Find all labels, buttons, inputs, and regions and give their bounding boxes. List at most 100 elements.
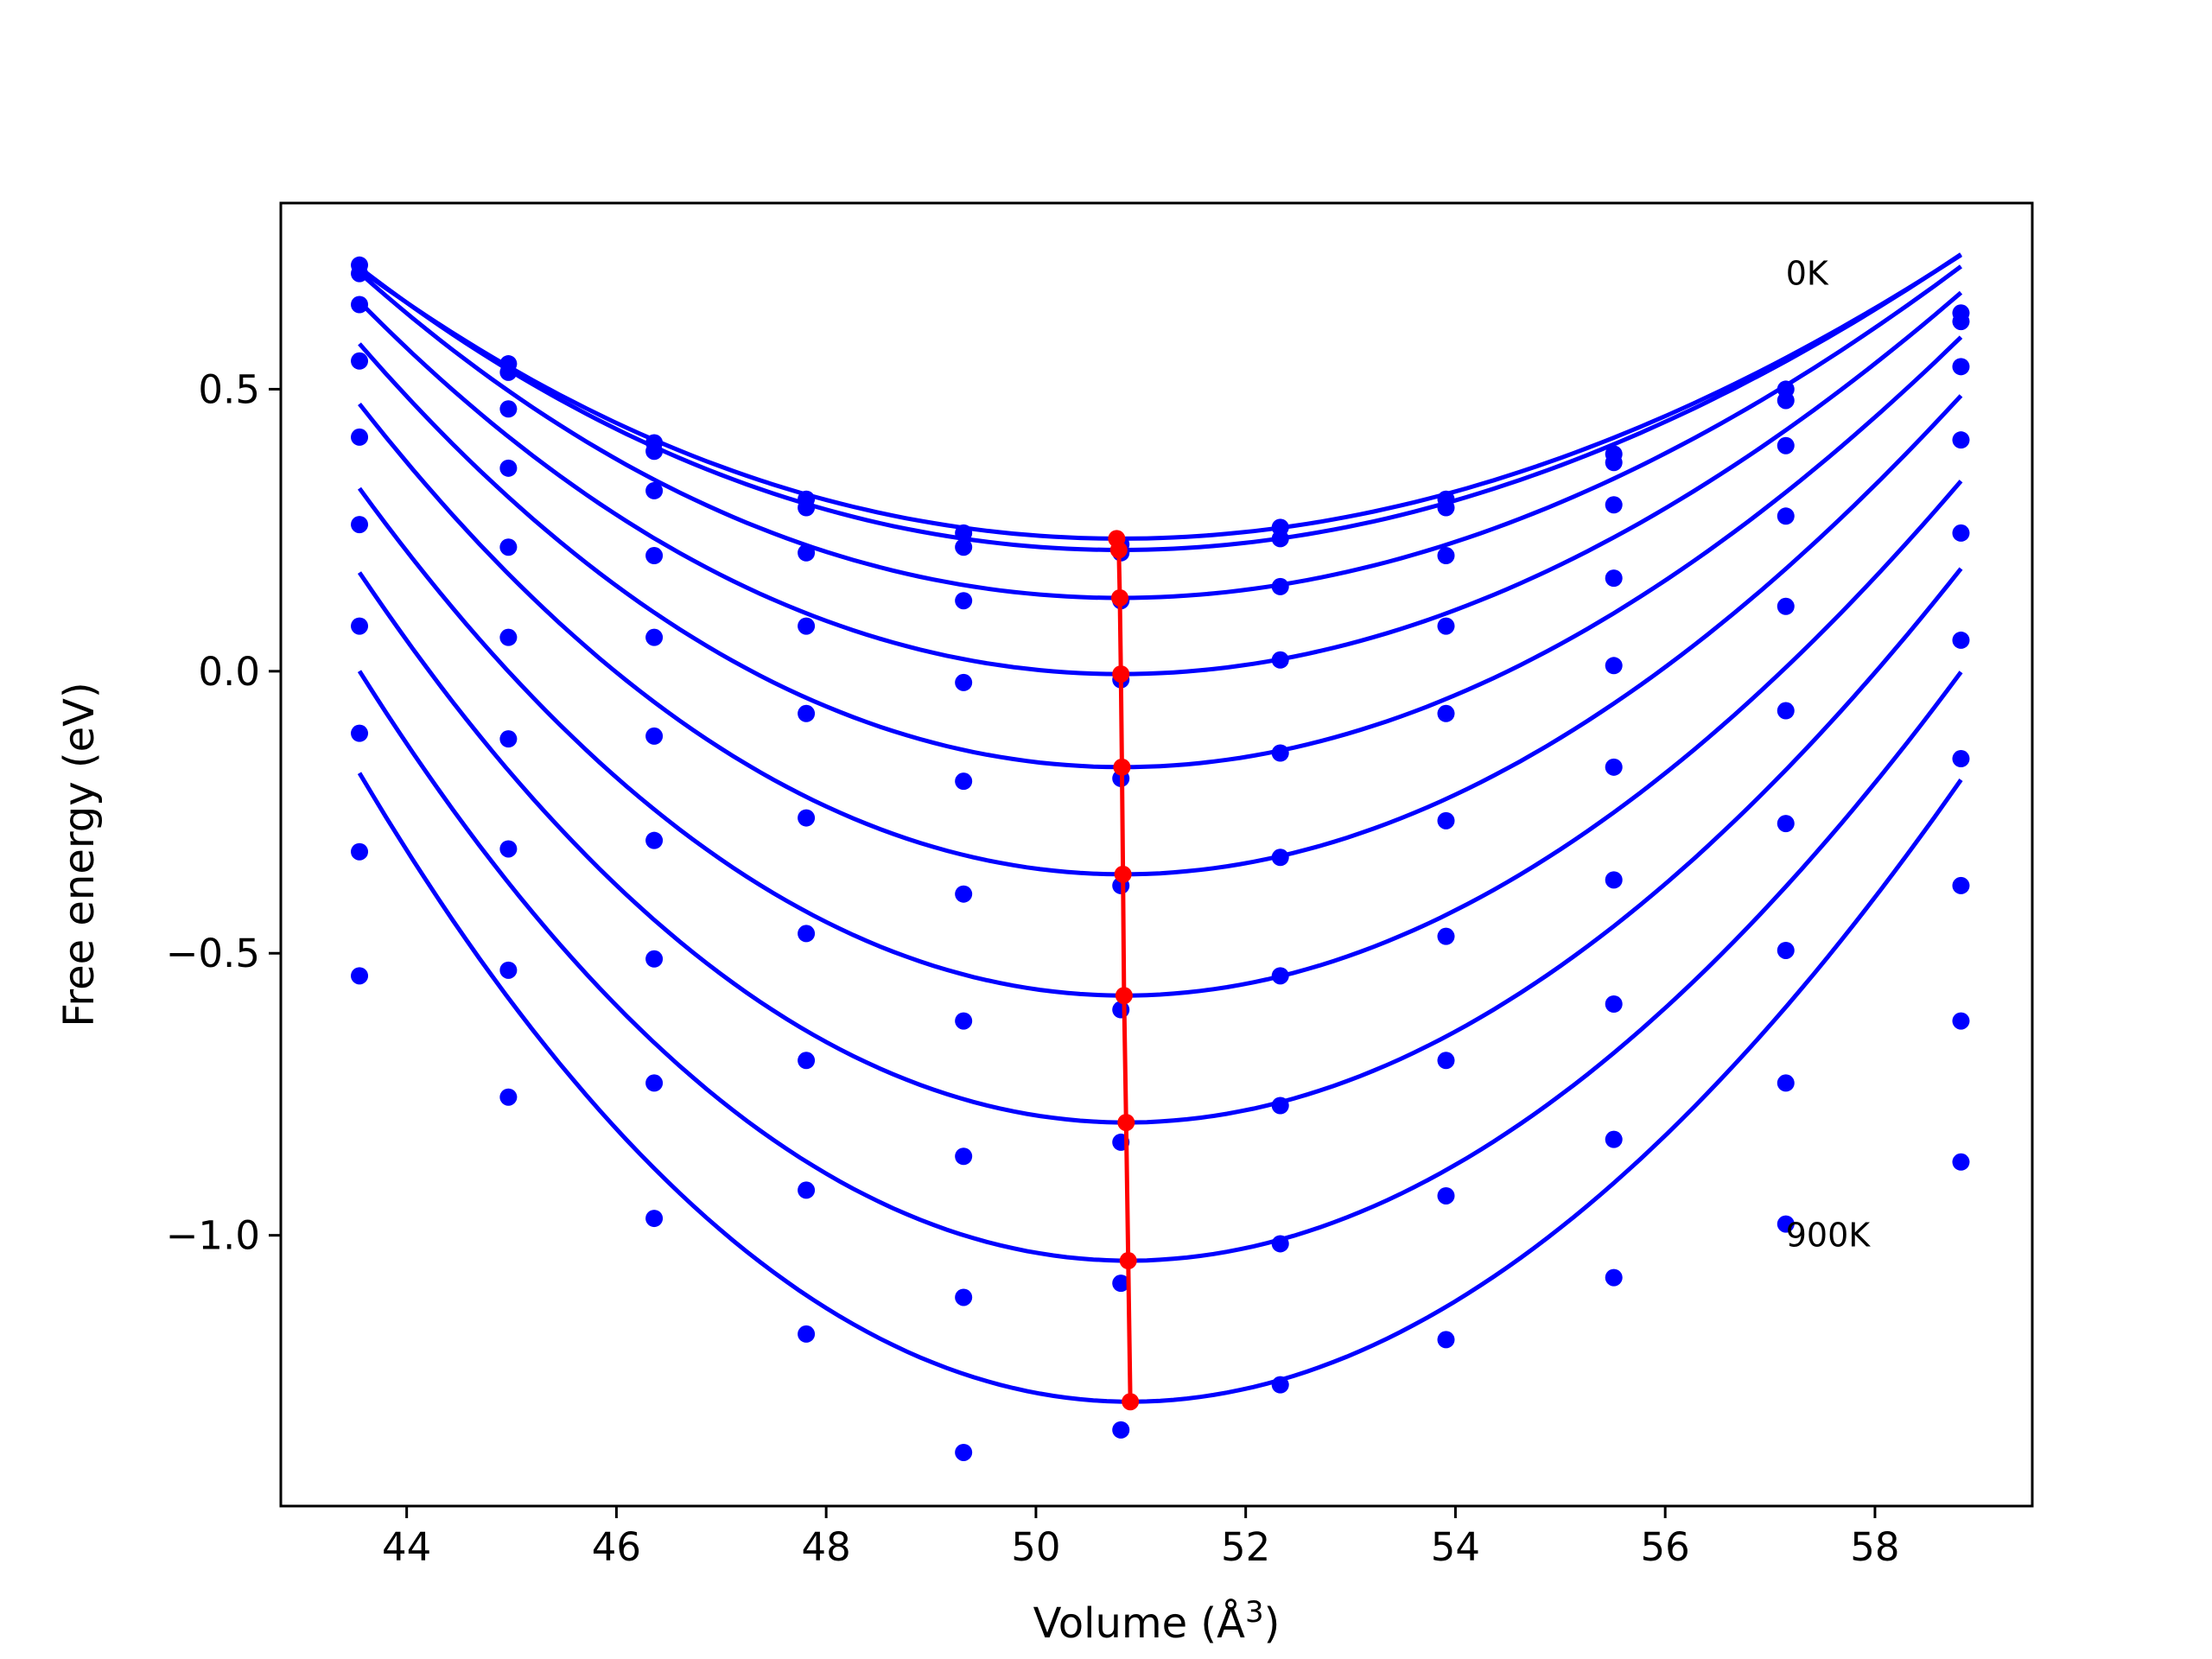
data-point <box>645 628 664 646</box>
annotations: 0K 900K <box>1786 255 1872 1255</box>
data-point <box>1777 597 1795 615</box>
data-point <box>1777 1215 1795 1233</box>
data-point <box>1777 507 1795 525</box>
data-point <box>955 1147 973 1166</box>
x-tick-label: 44 <box>382 1524 431 1570</box>
data-point <box>1605 657 1623 675</box>
data-point <box>1605 1130 1623 1148</box>
data-point <box>645 831 664 849</box>
minimum-point <box>1109 541 1128 559</box>
data-point <box>1437 811 1455 830</box>
x-tick-label: 54 <box>1431 1524 1480 1570</box>
data-point <box>645 1074 664 1092</box>
data-point <box>1777 436 1795 454</box>
data-point <box>645 1210 664 1228</box>
fit-curve-4 <box>358 335 1963 770</box>
data-point <box>955 524 973 542</box>
y-tick-label: 0.0 <box>198 649 260 695</box>
minimum-point <box>1114 865 1132 883</box>
data-point <box>1952 1153 1970 1171</box>
y-axis-ticks: 0.5 0.0 −0.5 −1.0 <box>166 366 281 1259</box>
data-point <box>351 428 369 446</box>
data-point <box>955 1012 973 1030</box>
data-point <box>1777 815 1795 833</box>
data-point <box>499 840 518 858</box>
data-point <box>955 1288 973 1306</box>
data-point <box>1605 995 1623 1013</box>
data-point <box>1952 750 1970 768</box>
temperature-annotation: 0K <box>1786 255 1829 293</box>
data-point <box>1605 569 1623 588</box>
data-point <box>1437 547 1455 565</box>
data-point <box>1271 651 1289 669</box>
x-axis-label: Volume (Å3) <box>1033 1595 1281 1648</box>
fit-curve-5 <box>358 394 1963 877</box>
data-point <box>351 617 369 635</box>
temperature-annotation: 900K <box>1786 1217 1872 1255</box>
data-point <box>351 296 369 314</box>
data-point <box>1605 871 1623 889</box>
data-point <box>645 442 664 461</box>
data-point <box>499 459 518 477</box>
data-point <box>499 538 518 556</box>
data-point <box>351 264 369 283</box>
minimum-point <box>1122 1393 1140 1411</box>
y-tick-label: 0.5 <box>198 366 260 412</box>
data-point <box>798 1325 816 1343</box>
data-point <box>1605 1268 1623 1287</box>
minimum-point <box>1111 588 1129 607</box>
data-point <box>499 1088 518 1106</box>
data-point <box>798 809 816 827</box>
data-point <box>1271 577 1289 595</box>
data-point <box>1777 941 1795 959</box>
data-point <box>645 481 664 499</box>
y-tick-label: −0.5 <box>166 931 260 976</box>
data-point <box>499 730 518 748</box>
fit-curve-7 <box>357 567 1963 1125</box>
fit-curve-0 <box>358 252 1962 541</box>
data-point <box>798 1181 816 1199</box>
y-axis-label: Free energy (eV) <box>55 682 104 1027</box>
data-point <box>1437 1186 1455 1205</box>
data-point <box>798 499 816 517</box>
data-point <box>351 842 369 861</box>
data-point <box>1777 391 1795 410</box>
data-point <box>1271 1096 1289 1115</box>
data-point <box>955 885 973 903</box>
data-point <box>1112 1421 1130 1439</box>
data-point <box>1605 454 1623 472</box>
data-point <box>1437 704 1455 722</box>
minimum-point <box>1115 987 1133 1005</box>
data-point <box>1952 431 1970 449</box>
data-point <box>1271 1376 1289 1394</box>
data-point <box>1271 1235 1289 1253</box>
data-point <box>798 1052 816 1070</box>
fit-curve-3 <box>358 290 1963 677</box>
data-point <box>1952 631 1970 649</box>
fit-curve-8 <box>357 670 1963 1263</box>
x-tick-label: 56 <box>1641 1524 1690 1570</box>
data-point <box>1437 499 1455 517</box>
data-point <box>1777 702 1795 720</box>
x-tick-label: 48 <box>802 1524 851 1570</box>
data-points <box>351 256 1970 1461</box>
data-point <box>1952 876 1970 894</box>
x-axis-ticks: 44 46 48 50 52 54 56 58 <box>382 1506 1900 1570</box>
data-point <box>955 1443 973 1461</box>
data-point <box>1271 849 1289 867</box>
minimum-point <box>1119 1252 1137 1270</box>
plot-frame <box>279 201 2034 1508</box>
data-point <box>798 925 816 943</box>
minimum-point <box>1113 758 1131 776</box>
y-tick-label: −1.0 <box>166 1213 260 1259</box>
data-point <box>645 547 664 565</box>
data-point <box>1271 530 1289 548</box>
x-tick-label: 52 <box>1221 1524 1270 1570</box>
fit-curve-6 <box>357 480 1963 998</box>
data-point <box>645 727 664 745</box>
data-point <box>798 617 816 635</box>
data-point <box>955 592 973 610</box>
data-point <box>351 967 369 985</box>
data-point <box>351 724 369 742</box>
